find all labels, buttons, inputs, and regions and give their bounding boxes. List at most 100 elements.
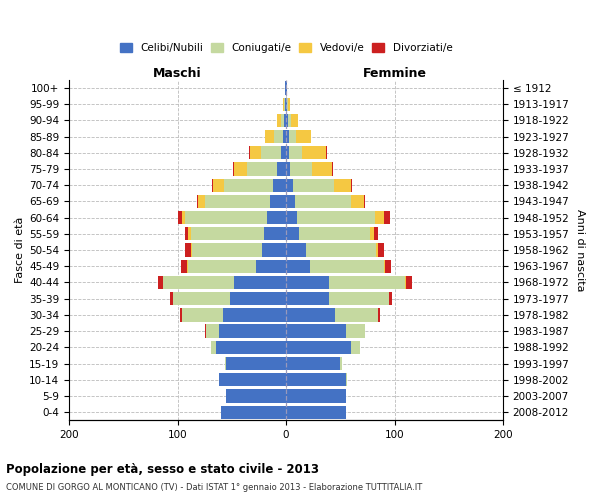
Bar [286,82,287,94]
Bar [284,114,286,127]
Bar [364,195,365,208]
Bar [376,244,378,256]
Bar [191,244,262,256]
Bar [277,162,286,175]
Bar [286,195,295,208]
Bar [299,227,370,240]
Bar [234,276,286,289]
Bar [286,308,335,322]
Bar [346,373,347,386]
Bar [296,130,311,143]
Bar [158,276,163,289]
Bar [226,357,286,370]
Bar [286,390,346,402]
Bar [286,178,293,192]
Bar [261,146,281,160]
Bar [289,146,302,160]
Bar [329,276,406,289]
Bar [389,292,392,306]
Bar [286,324,346,338]
Bar [215,340,286,354]
Bar [277,114,281,127]
Text: Popolazione per età, sesso e stato civile - 2013: Popolazione per età, sesso e stato civil… [6,462,319,475]
Bar [197,195,198,208]
Y-axis label: Anni di nascita: Anni di nascita [575,209,585,292]
Bar [247,162,277,175]
Bar [286,114,288,127]
Bar [265,227,286,240]
Bar [219,324,286,338]
Bar [181,260,187,273]
Bar [297,211,375,224]
Bar [226,390,286,402]
Bar [310,260,383,273]
Bar [286,357,340,370]
Bar [285,98,286,111]
Bar [351,340,360,354]
Bar [266,211,286,224]
Bar [293,178,334,192]
Bar [233,162,234,175]
Bar [212,178,214,192]
Bar [287,98,288,111]
Bar [230,292,286,306]
Bar [286,373,346,386]
Bar [305,244,376,256]
Bar [206,324,219,338]
Bar [383,260,385,273]
Bar [351,178,352,192]
Bar [286,260,310,273]
Bar [198,195,205,208]
Bar [302,146,326,160]
Bar [406,276,412,289]
Bar [335,308,378,322]
Bar [234,162,247,175]
Text: Femmine: Femmine [362,67,427,80]
Bar [286,162,290,175]
Bar [290,162,312,175]
Bar [170,292,173,306]
Bar [340,357,343,370]
Bar [178,211,182,224]
Legend: Celibi/Nubili, Coniugati/e, Vedovi/e, Divorziati/e: Celibi/Nubili, Coniugati/e, Vedovi/e, Di… [118,41,454,55]
Bar [286,146,289,160]
Bar [249,146,250,160]
Bar [185,211,266,224]
Bar [185,244,191,256]
Bar [292,114,298,127]
Bar [256,260,286,273]
Bar [270,195,286,208]
Bar [375,211,383,224]
Bar [182,211,185,224]
Bar [221,406,286,419]
Bar [383,211,390,224]
Bar [334,178,351,192]
Bar [286,130,289,143]
Bar [223,308,286,322]
Bar [374,227,378,240]
Bar [281,114,284,127]
Bar [286,406,346,419]
Bar [284,98,285,111]
Bar [286,211,297,224]
Bar [211,340,215,354]
Bar [180,308,182,322]
Bar [378,244,383,256]
Bar [378,308,380,322]
Bar [346,324,365,338]
Bar [351,195,364,208]
Bar [385,260,391,273]
Bar [295,195,351,208]
Bar [288,98,290,111]
Bar [285,82,286,94]
Bar [214,178,224,192]
Bar [370,227,374,240]
Bar [191,227,265,240]
Bar [312,162,332,175]
Text: COMUNE DI GORGO AL MONTICANO (TV) - Dati ISTAT 1° gennaio 2013 - Elaborazione TU: COMUNE DI GORGO AL MONTICANO (TV) - Dati… [6,484,422,492]
Bar [182,308,223,322]
Y-axis label: Fasce di età: Fasce di età [15,217,25,283]
Bar [219,373,286,386]
Bar [326,146,327,160]
Bar [286,227,299,240]
